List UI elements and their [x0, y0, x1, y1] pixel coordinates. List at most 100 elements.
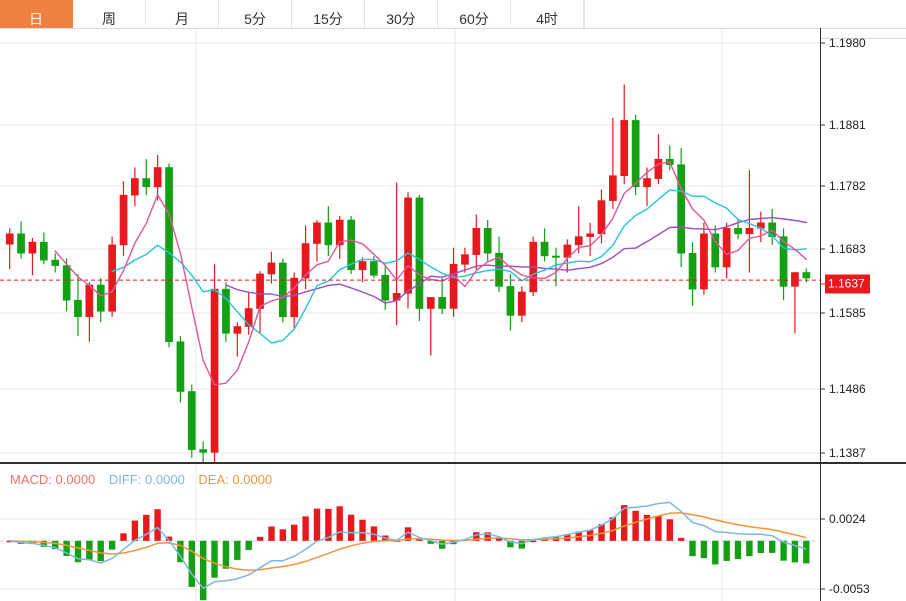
- candle-body: [39, 241, 48, 261]
- macd-histogram-bar: [29, 540, 36, 545]
- macd-histogram-bar: [666, 519, 673, 541]
- candle-body: [700, 233, 708, 290]
- macd-histogram-bar: [780, 540, 787, 561]
- macd-histogram-bar: [347, 514, 355, 541]
- candle: [290, 272, 299, 330]
- candle: [199, 441, 208, 463]
- macd-histogram-bar: [143, 514, 150, 541]
- macd-histogram-bar: [518, 540, 525, 549]
- candle-body: [586, 233, 594, 237]
- candle-body: [17, 233, 25, 254]
- candle-body: [222, 288, 230, 334]
- macd-histogram-bar: [677, 537, 685, 541]
- candle: [17, 221, 25, 259]
- price-axis-label: 1.1486: [829, 382, 866, 396]
- tab-label: 日: [29, 11, 43, 27]
- candle-body: [28, 241, 37, 254]
- macd-histogram-bar: [245, 540, 252, 550]
- candle-body: [722, 228, 731, 268]
- macd-histogram-bar: [530, 540, 537, 543]
- candle: [745, 170, 754, 273]
- diff-value: 0.0000: [145, 472, 185, 487]
- macd-histogram-bar: [359, 519, 366, 541]
- macd-histogram-bar: [484, 532, 491, 541]
- candle: [74, 273, 82, 337]
- candle-body: [802, 272, 811, 279]
- candle: [608, 117, 617, 209]
- tab-label: 4时: [536, 11, 558, 27]
- candle: [119, 181, 128, 256]
- candle: [39, 232, 48, 265]
- candle-body: [256, 273, 264, 309]
- candle-body: [335, 219, 344, 246]
- candle: [131, 167, 139, 207]
- diff-label: DIFF:: [108, 472, 142, 487]
- candle: [210, 264, 219, 463]
- candle: [586, 222, 594, 256]
- candle-body: [677, 164, 685, 254]
- candle: [563, 239, 572, 273]
- diff-line: [9, 501, 807, 590]
- price-chart-panel[interactable]: [0, 28, 820, 463]
- price-axis[interactable]: 1.1980 1.1881 1.1782 1.1683 1.1585 1.1486 1.13…: [820, 28, 906, 463]
- candle-body: [426, 297, 435, 309]
- macd-histogram-bar: [313, 508, 321, 541]
- price-axis-line: [820, 28, 821, 463]
- candle: [700, 222, 708, 295]
- candle: [335, 215, 344, 259]
- candle-body: [631, 120, 640, 188]
- macd-value: 0.0000: [55, 472, 96, 487]
- ma5-line: [54, 161, 807, 386]
- candle: [688, 242, 697, 306]
- candle-body: [461, 254, 469, 265]
- candle-body: [301, 243, 310, 279]
- candle-body: [267, 262, 276, 275]
- candle-body: [654, 158, 663, 179]
- candle: [506, 273, 515, 331]
- macd-histogram-bar: [211, 540, 218, 578]
- candle-body: [51, 259, 60, 266]
- candle-body: [244, 308, 253, 327]
- tab-label: 5分: [244, 11, 266, 27]
- candle-body: [608, 175, 617, 201]
- macd-chart-panel[interactable]: [0, 464, 820, 601]
- macd-histogram-bar: [200, 540, 207, 601]
- macd-histogram-bar: [40, 540, 47, 547]
- macd-axis[interactable]: 0.0024 -0.0053: [820, 464, 906, 601]
- candle-body: [347, 219, 356, 271]
- candle-body: [404, 197, 412, 294]
- candle-body: [552, 255, 560, 258]
- macd-histogram-bar: [63, 540, 70, 556]
- candle: [244, 291, 253, 335]
- candle-body: [688, 252, 697, 290]
- candle-body: [153, 167, 162, 188]
- macd-histogram-bar: [74, 540, 82, 563]
- candle-body: [472, 228, 481, 255]
- price-axis-tick: [820, 42, 825, 44]
- candle: [483, 219, 492, 262]
- candle: [654, 134, 663, 185]
- candle-body: [449, 263, 458, 309]
- price-axis-tick: [820, 248, 825, 250]
- candle: [449, 247, 458, 317]
- candle: [779, 228, 788, 301]
- macd-histogram-bar: [746, 540, 753, 557]
- tab-label: 周: [102, 11, 116, 27]
- macd-histogram-bar: [222, 540, 230, 569]
- dea-line: [9, 512, 807, 572]
- candle-body: [5, 233, 14, 245]
- candle-body: [597, 200, 606, 235]
- macd-histogram-bar: [427, 540, 434, 544]
- candle: [540, 228, 549, 262]
- candle: [381, 264, 390, 310]
- candle: [153, 155, 162, 201]
- candle: [517, 286, 526, 323]
- candle: [415, 195, 424, 321]
- candle-body: [74, 299, 82, 318]
- macd-histogram-bar: [643, 514, 651, 541]
- candle: [313, 219, 321, 262]
- candle: [301, 225, 310, 290]
- candle-body: [62, 265, 71, 301]
- last-price-tick: [820, 283, 825, 285]
- macd-histogram-bar: [404, 527, 412, 541]
